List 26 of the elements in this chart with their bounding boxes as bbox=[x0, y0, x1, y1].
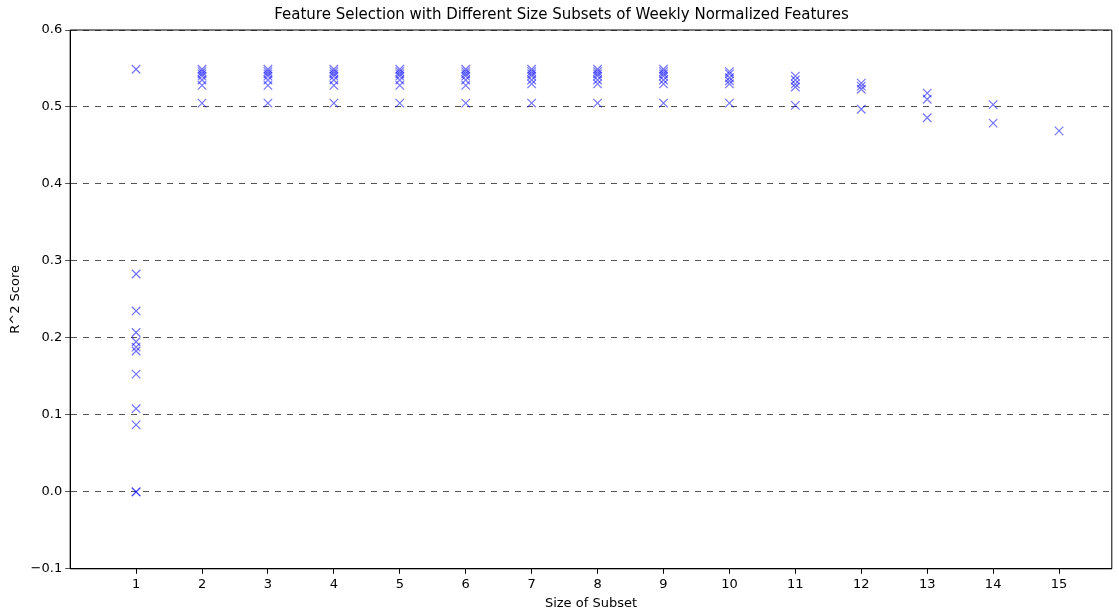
x-tick-label: 7 bbox=[527, 575, 536, 591]
x-tick-label: 11 bbox=[787, 575, 804, 591]
x-tick-label: 15 bbox=[1050, 575, 1068, 591]
y-tick-label: 0.5 bbox=[41, 98, 63, 114]
x-tick-label: 4 bbox=[329, 575, 339, 591]
x-tick-label: 9 bbox=[659, 575, 668, 591]
chart-title: Feature Selection with Different Size Subsets of Weekly Normalized Features bbox=[274, 4, 849, 23]
x-tick-label: 14 bbox=[984, 575, 1002, 591]
y-axis-title: R^2 Score bbox=[7, 265, 23, 334]
x-tick-label: 3 bbox=[263, 575, 273, 591]
y-tick-label: 0.0 bbox=[41, 483, 63, 499]
y-tick-label: 0.3 bbox=[41, 252, 63, 268]
x-tick-label: 2 bbox=[197, 575, 207, 591]
x-tick-label: 13 bbox=[918, 575, 936, 591]
x-tick-label: 5 bbox=[395, 575, 404, 591]
x-tick-label: 10 bbox=[721, 575, 738, 591]
x-tick-label: 12 bbox=[853, 575, 870, 591]
x-axis-title: Size of Subset bbox=[544, 594, 638, 610]
y-tick-label: −0.1 bbox=[30, 560, 63, 576]
y-tick-label: 0.2 bbox=[41, 329, 63, 345]
y-tick-label: 0.4 bbox=[41, 175, 63, 191]
y-tick-label: 0.1 bbox=[41, 406, 63, 422]
x-tick-label: 1 bbox=[131, 575, 141, 591]
y-tick-label: 0.6 bbox=[41, 21, 63, 37]
x-tick-label: 6 bbox=[461, 575, 470, 591]
x-tick-label: 8 bbox=[593, 575, 602, 591]
